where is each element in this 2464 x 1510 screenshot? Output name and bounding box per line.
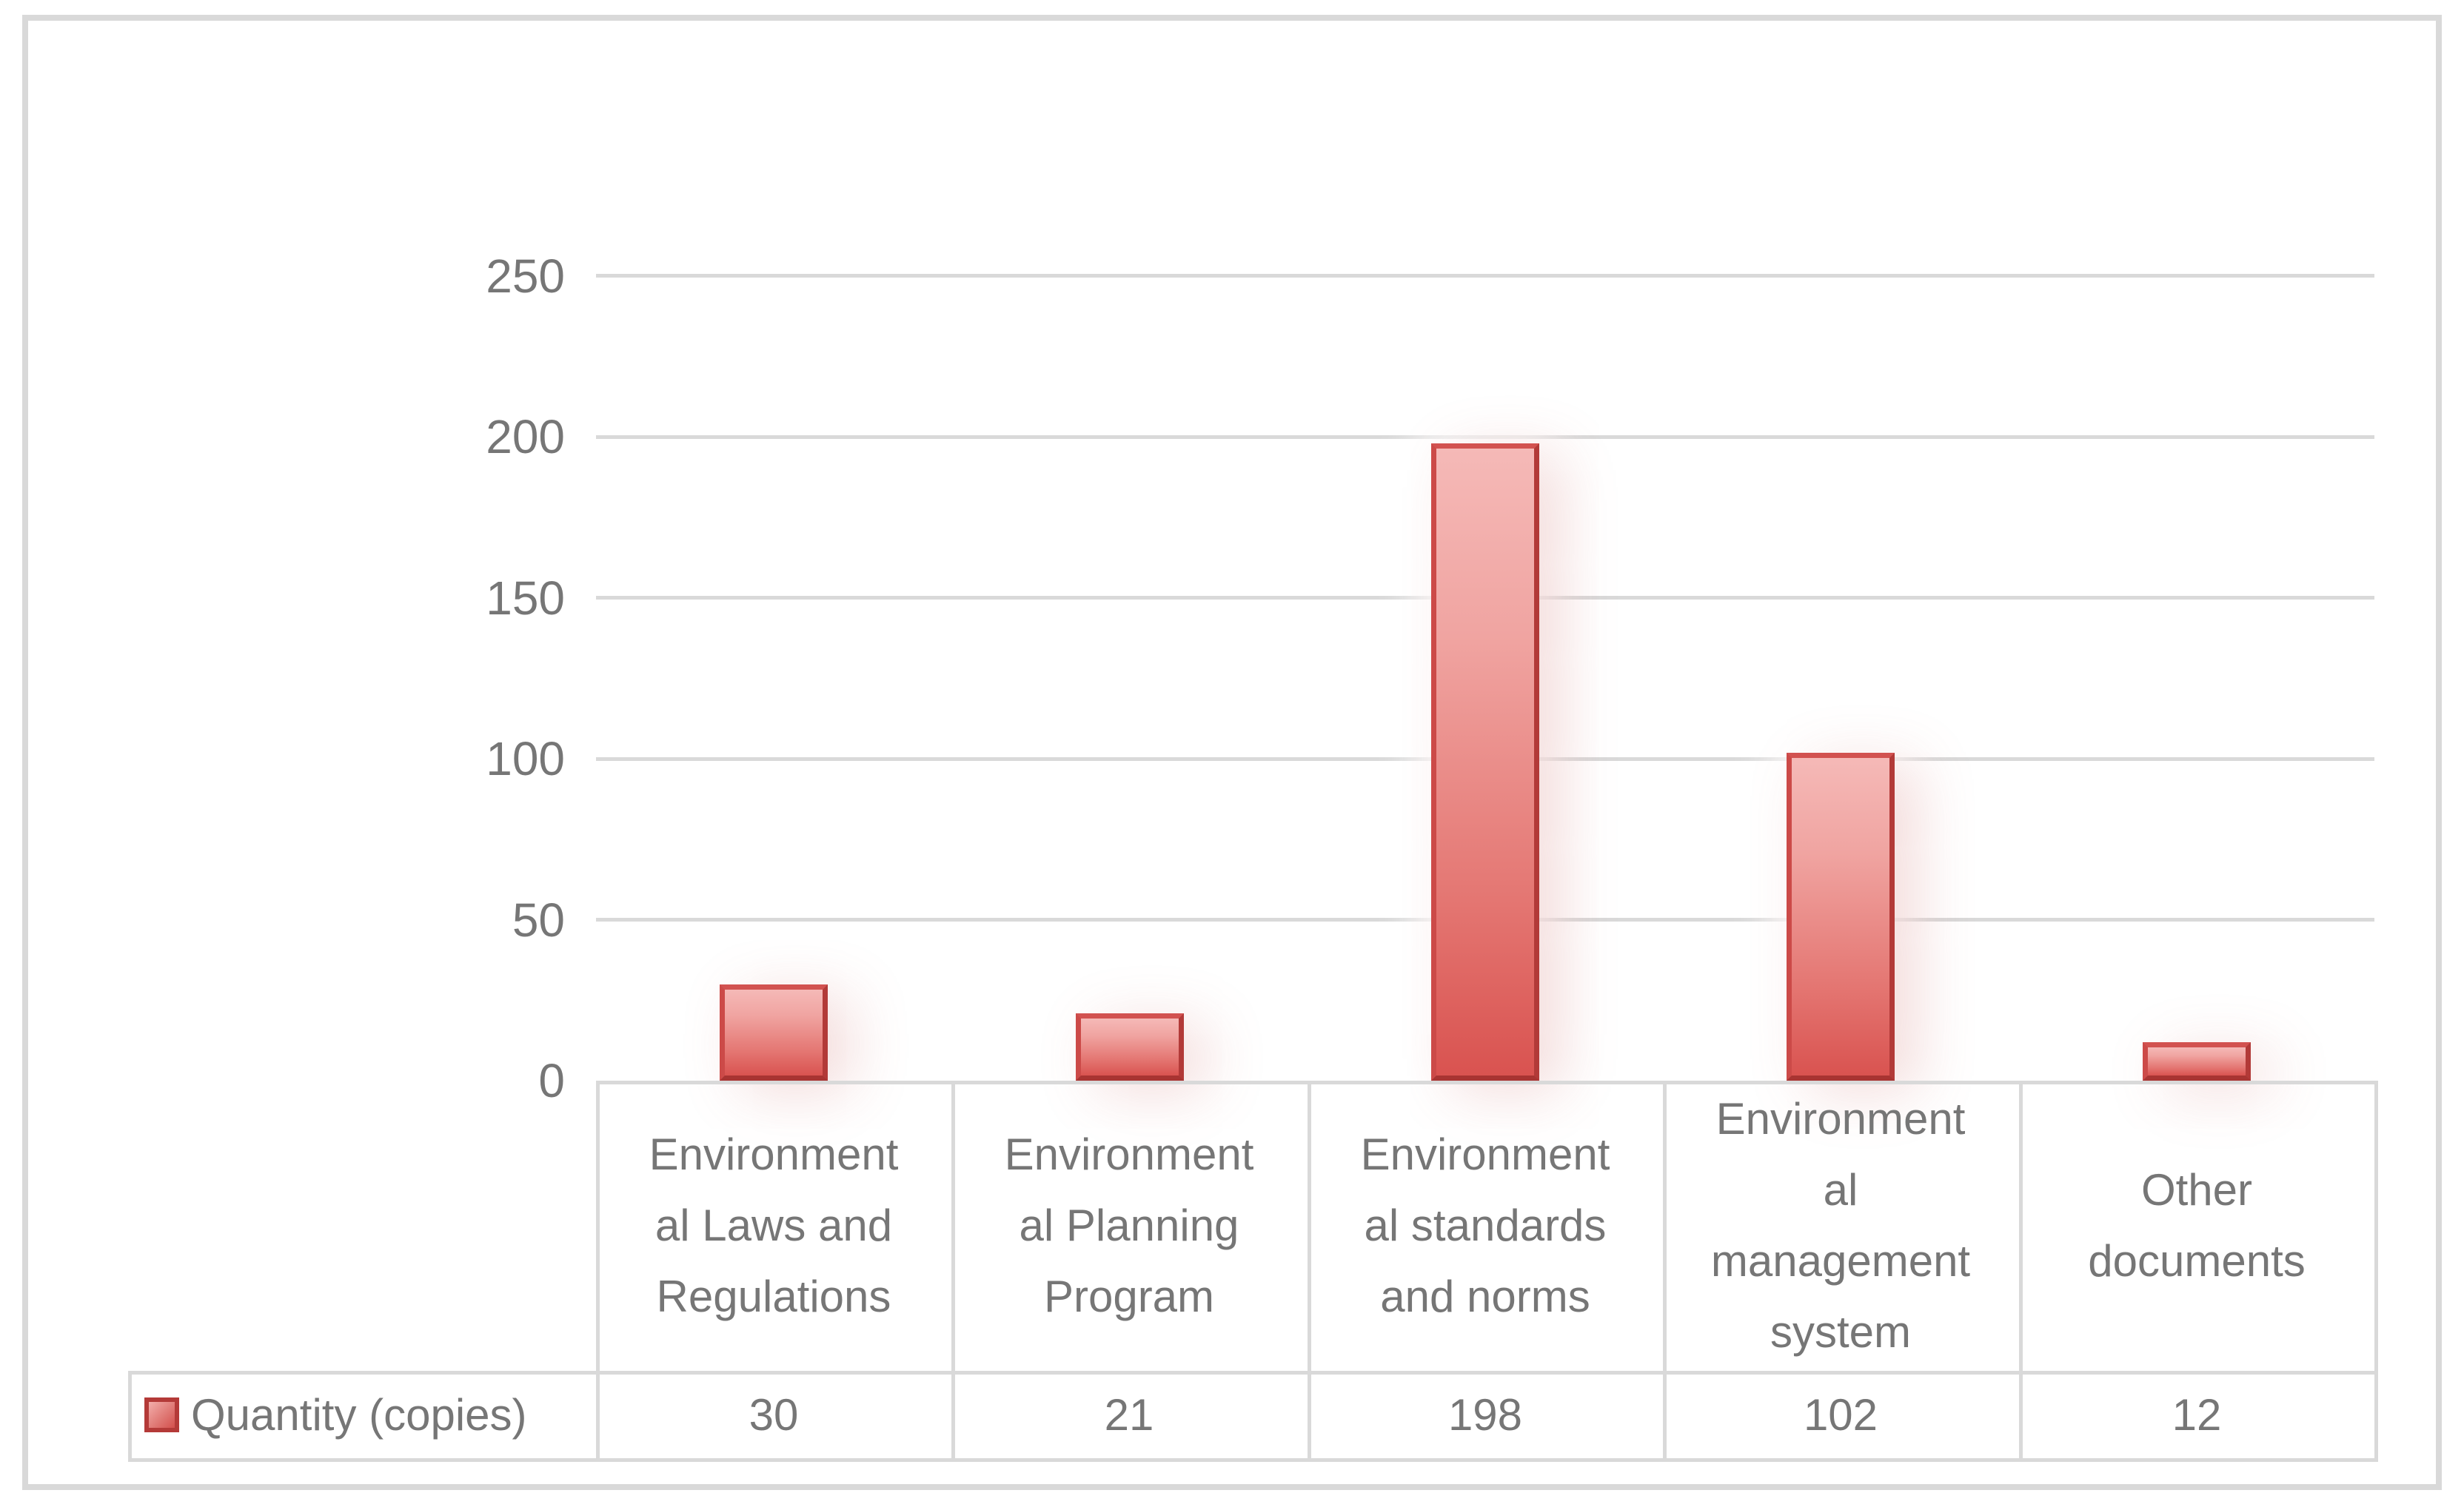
legend-label: Quantity (copies) [191,1389,527,1440]
legend-cell-left-border [128,1371,132,1462]
y-axis-tick-250: 250 [486,249,565,303]
bar-environmental-standards-and-norms [1431,443,1539,1081]
bar-environmental-laws-and-regulations [720,984,828,1081]
bar-environmental-management-system [1787,752,1895,1081]
value-cell: 198 [1447,1389,1523,1440]
category-label-environmental-management-system: Environment al management system [1710,1094,1971,1357]
value-cell: 21 [1104,1389,1154,1440]
bar-environmental-planning-program [1075,1013,1184,1081]
table-column-divider [2019,1081,2023,1462]
category-label-environmental-standards-and-norms: Environment al standards and norms [1360,1130,1610,1321]
y-axis-tick-200: 200 [486,410,565,463]
bar-other-documents [2142,1041,2251,1081]
gridline-200 [596,435,2374,439]
legend: Quantity (copies) [128,1371,596,1458]
x-axis-baseline [596,1081,2378,1084]
table-column-divider [1663,1081,1667,1462]
table-bottom-border [128,1458,2378,1462]
table-right-border [2374,1081,2378,1462]
table-row-divider [128,1371,2378,1375]
y-axis-tick-150: 150 [486,571,565,625]
value-cell: 102 [1803,1389,1878,1440]
y-axis-tick-50: 50 [512,893,565,947]
table-column-divider [951,1081,955,1462]
y-axis-tick-0: 0 [538,1054,565,1107]
table-column-divider [1308,1081,1311,1462]
legend-marker-icon [144,1397,179,1432]
category-label-environmental-planning-program: Environment al Planning Program [1004,1130,1254,1321]
figure-border [22,15,2442,1490]
value-cell: 12 [2172,1389,2222,1440]
category-label-environmental-laws-and-regulations: Environment al Laws and Regulations [649,1130,899,1321]
category-label-other-documents: Other documents [2088,1165,2306,1286]
y-axis-tick-100: 100 [486,732,565,785]
table-column-divider [596,1081,600,1462]
gridline-250 [596,274,2374,278]
value-cell: 30 [749,1389,799,1440]
